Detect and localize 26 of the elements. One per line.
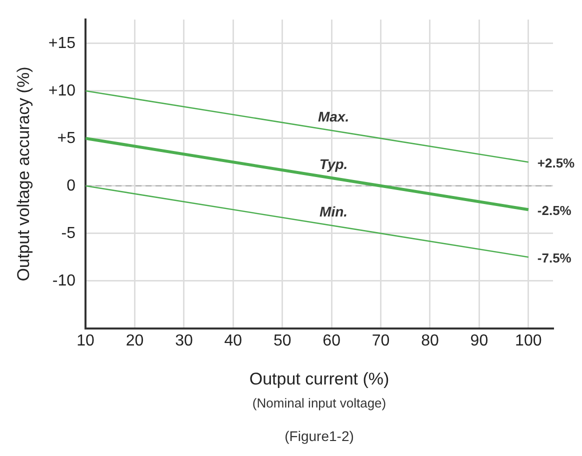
text: (Nominal input voltage)	[252, 396, 386, 411]
x-axis-title: Output current (%)	[249, 369, 390, 388]
series-label: Typ.	[319, 156, 348, 172]
x-tick-label: 20	[126, 332, 144, 350]
series-label: Max.	[318, 108, 350, 125]
y-tick-label: -5	[61, 224, 76, 242]
text: (Figure1-2)	[284, 428, 354, 444]
y-tick-label: +10	[48, 82, 76, 100]
data-label: -7.5%	[537, 250, 572, 266]
x-tick-label: 90	[470, 332, 488, 350]
y-axis-title: Output voltage accuracy (%)	[14, 66, 33, 282]
data-label: +2.5%	[537, 156, 576, 171]
y-tick-label: +15	[48, 34, 76, 52]
y-tick-label: +5	[57, 130, 76, 147]
x-tick-label: 30	[175, 332, 193, 350]
x-tick-label: 100	[515, 332, 542, 350]
x-tick-label: 80	[421, 332, 439, 350]
x-tick-label: 40	[224, 332, 242, 350]
y-tick-label: -10	[52, 272, 76, 290]
x-tick-label: 50	[273, 332, 292, 350]
y-tick-label: 0	[66, 177, 76, 194]
data-label: -2.5%	[537, 203, 572, 218]
x-tick-label: 60	[322, 332, 341, 350]
series-label: Min.	[320, 204, 348, 220]
x-tick-label: 70	[372, 332, 390, 350]
x-tick-label: 10	[76, 332, 95, 350]
